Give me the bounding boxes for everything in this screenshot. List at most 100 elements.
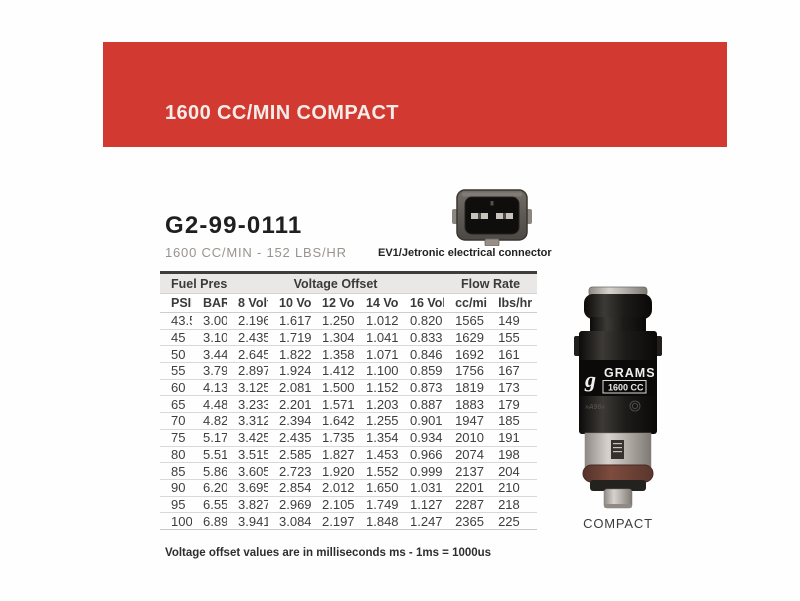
table-cell: 0.901 (399, 412, 445, 430)
table-cell: 4.13 (192, 379, 227, 397)
table-cell: 1.453 (355, 446, 399, 464)
table-cell: 155 (487, 329, 538, 347)
table-row: 80 5.51 3.515 2.585 1.827 1.453 0.966 2074 198 (160, 446, 538, 464)
table-cell: 3.125 (227, 379, 268, 397)
column-header-row: PSIDBAR8 Volts10 Volts12 Volts14 Volts16… (160, 293, 538, 313)
table-cell: 1.924 (268, 362, 311, 380)
table-cell: 75 (160, 429, 192, 447)
table-cell: 2.897 (227, 362, 268, 380)
svg-text:»A96«: »A96« (585, 404, 605, 411)
group-header: Fuel Pressure (160, 272, 227, 294)
table-cell: 100 (160, 512, 192, 530)
table-cell: 85 (160, 462, 192, 480)
table-cell: 0.873 (399, 379, 445, 397)
fuel-injector-photo: g GRAMS 1600 CC »A96« (573, 283, 663, 515)
table-cell: 1.203 (355, 395, 399, 414)
table-cell: 0.846 (399, 345, 445, 364)
grams-logo-icon: g (584, 367, 596, 392)
table-cell: 60 (160, 379, 192, 397)
table-cell: 2.201 (268, 395, 311, 414)
column-header: 12 Volts (311, 293, 355, 313)
table-cell: 1.100 (355, 362, 399, 380)
table-row: 45 3.10 2.435 1.719 1.304 1.041 0.833 1629 155 (160, 329, 538, 347)
table-cell: 6.55 (192, 496, 227, 514)
table-cell: 1692 (444, 345, 488, 364)
injector-caption: COMPACT (583, 516, 653, 531)
group-header: Voltage Offset (227, 272, 445, 294)
table-cell: 2287 (444, 496, 488, 514)
table-row: 50 3.44 2.645 1.822 1.358 1.071 0.846 1692 161 (160, 345, 538, 364)
table-cell: 3.10 (192, 329, 227, 347)
table-row: 65 4.48 3.233 2.201 1.571 1.203 0.887 1883 179 (160, 395, 538, 414)
table-cell: 50 (160, 345, 192, 364)
table-cell: 1.500 (311, 379, 355, 397)
table-row: 70 4.82 3.312 2.394 1.642 1.255 0.901 1947 185 (160, 412, 538, 430)
table-cell: 1947 (444, 412, 488, 430)
table-cell: 2.585 (268, 446, 311, 464)
table-cell: 1565 (444, 312, 488, 330)
table-cell: 0.966 (399, 446, 445, 464)
table-cell: 3.941 (227, 512, 268, 530)
flow-table-body: 43.53.002.1961.6171.2501.0120.8201565149… (160, 312, 538, 530)
column-header: 10 Volts (268, 293, 311, 313)
table-cell: 1.719 (268, 329, 311, 347)
table-cell: 1629 (444, 329, 488, 347)
table-cell: 1.354 (355, 429, 399, 447)
table-cell: 1756 (444, 362, 488, 380)
table-cell: 1.848 (355, 512, 399, 530)
table-cell: 3.44 (192, 345, 227, 364)
table-cell: 1.650 (355, 479, 399, 497)
table-cell: 0.820 (399, 312, 445, 330)
table-cell: 43.5 (160, 312, 192, 330)
table-cell: 1.041 (355, 329, 399, 347)
table-cell: 0.887 (399, 395, 445, 414)
table-cell: 3.695 (227, 479, 268, 497)
table-cell: 1.250 (311, 312, 355, 330)
table-cell: 1.012 (355, 312, 399, 330)
table-cell: 1.735 (311, 429, 355, 447)
title-banner: 1600 CC/MIN COMPACT (103, 42, 727, 147)
table-cell: 2.105 (311, 496, 355, 514)
table-row: 85 5.86 3.605 2.723 1.920 1.552 0.999 2137 204 (160, 462, 538, 480)
table-cell: 5.17 (192, 429, 227, 447)
table-cell: 3.00 (192, 312, 227, 330)
table-cell: 2.197 (311, 512, 355, 530)
table-cell: 173 (487, 379, 538, 397)
table-cell: 4.82 (192, 412, 227, 430)
table-cell: 45 (160, 329, 192, 347)
table-row: 95 6.55 3.827 2.969 2.105 1.749 1.127 2287 218 (160, 496, 538, 514)
table-cell: 0.859 (399, 362, 445, 380)
table-cell: 2010 (444, 429, 488, 447)
table-cell: 161 (487, 345, 538, 364)
table-cell: 2.012 (311, 479, 355, 497)
part-number: G2-99-0111 (165, 212, 303, 239)
flow-subtitle: 1600 CC/MIN - 152 LBS/HR (165, 245, 347, 260)
table-cell: 198 (487, 446, 538, 464)
table-cell: 1819 (444, 379, 488, 397)
table-cell: 2.969 (268, 496, 311, 514)
table-cell: 1.255 (355, 412, 399, 430)
table-cell: 5.51 (192, 446, 227, 464)
column-header: 8 Volts (227, 293, 268, 313)
table-cell: 3.425 (227, 429, 268, 447)
table-cell: 225 (487, 512, 538, 530)
injector-model-label: 1600 CC (608, 383, 644, 393)
table-cell: 1.827 (311, 446, 355, 464)
table-cell: 179 (487, 395, 538, 414)
table-cell: 1.127 (399, 496, 445, 514)
table-cell: 2.645 (227, 345, 268, 364)
table-cell: 70 (160, 412, 192, 430)
table-cell: 3.515 (227, 446, 268, 464)
table-cell: 2074 (444, 446, 488, 464)
table-cell: 0.934 (399, 429, 445, 447)
page-title: 1600 CC/MIN COMPACT (165, 102, 399, 124)
table-cell: 1.571 (311, 395, 355, 414)
table-cell: 1.749 (355, 496, 399, 514)
table-row: 90 6.20 3.695 2.854 2.012 1.650 1.031 2201 210 (160, 479, 538, 497)
table-cell: 80 (160, 446, 192, 464)
table-row: 100 6.89 3.941 3.084 2.197 1.848 1.247 2365 225 (160, 512, 538, 530)
table-cell: 6.89 (192, 512, 227, 530)
table-cell: 4.48 (192, 395, 227, 414)
